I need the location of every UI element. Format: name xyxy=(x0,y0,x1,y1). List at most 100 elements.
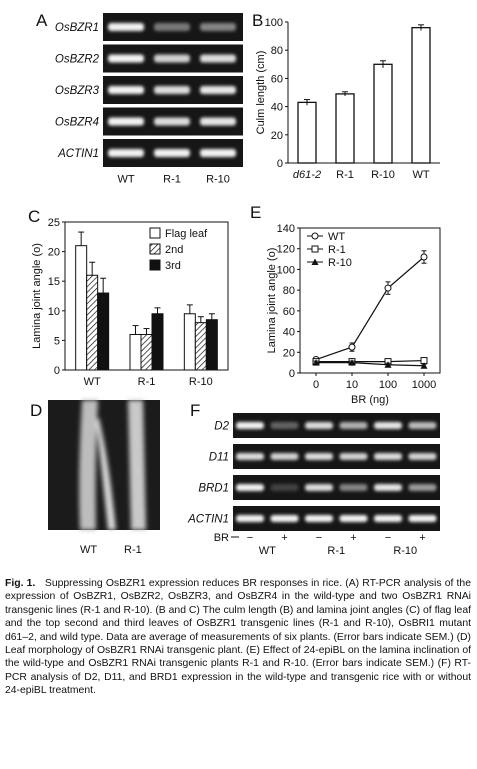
photo-label-wt: WT xyxy=(80,544,97,556)
x-tick-label: R-1 xyxy=(138,376,156,388)
gel-a-gene-label: OsBZR1 xyxy=(55,22,99,34)
legend-marker xyxy=(311,258,319,265)
y-tick-label: 40 xyxy=(271,102,283,114)
bar-wt xyxy=(411,26,431,164)
gel-band xyxy=(154,117,190,126)
legend-swatch xyxy=(149,259,161,271)
legend-label: WT xyxy=(328,231,345,243)
gel-a-gene-label: OsBZR2 xyxy=(55,54,100,66)
gel-f-row-brd1 xyxy=(233,475,440,500)
x-tick-label: R-1 xyxy=(336,169,354,181)
panel-label-a: A xyxy=(36,11,48,30)
data-point xyxy=(420,253,428,261)
chart-c-lamina-angle: 0 5 10 15 20 25 WT R-1 R-10 Flag leaf 2nd 3rd Lamina… xyxy=(31,217,229,388)
gel-f-gene-label: BRD1 xyxy=(198,483,229,495)
gel-band xyxy=(200,149,236,157)
gel-band xyxy=(305,422,333,429)
gel-band xyxy=(339,484,368,491)
gel-band xyxy=(270,422,299,429)
gel-band xyxy=(305,453,333,460)
data-point xyxy=(420,362,428,369)
bar-r-1-1 xyxy=(140,333,153,371)
gel-band xyxy=(374,422,402,429)
treatment-sign: + xyxy=(281,532,287,544)
y-tick-label: 100 xyxy=(265,17,283,29)
gel-band xyxy=(236,484,264,491)
gel-band xyxy=(408,515,437,522)
bar-wt-2 xyxy=(97,292,110,371)
gel-band xyxy=(236,422,264,429)
panel-label-d: D xyxy=(30,401,42,420)
y-tick-label: 0 xyxy=(277,158,283,170)
x-tick-label: R-10 xyxy=(189,376,213,388)
gel-f-group-label: R-10 xyxy=(393,545,417,557)
y-axis-label: Lamina joint angle (o) xyxy=(31,243,43,349)
bar-r-1-0 xyxy=(129,333,142,371)
gel-panel-a: OsBZR1 OsBZR2 OsBZR3 OsBZR4 ACTIN1 WT R-1 R-10 xyxy=(55,13,243,186)
gel-f-gene-label: ACTIN1 xyxy=(187,514,229,526)
legend-label: 2nd xyxy=(165,244,183,256)
gel-a-gene-label: ACTIN1 xyxy=(57,148,99,160)
panel-label-f: F xyxy=(190,401,200,420)
gel-band xyxy=(154,149,190,157)
gel-band xyxy=(236,453,264,460)
bar-r-10-2 xyxy=(205,319,218,371)
panel-label-b: B xyxy=(252,11,263,30)
y-tick-label: 60 xyxy=(283,306,295,318)
gel-band xyxy=(408,453,437,460)
gel-band xyxy=(200,54,236,63)
x-tick-label: 100 xyxy=(379,379,397,391)
series-line-r-10 xyxy=(316,362,425,367)
y-tick-label: 20 xyxy=(283,347,295,359)
gel-a-lane-label: R-1 xyxy=(163,174,181,186)
figure-canvas: A B C E D F OsBZR1 OsBZR2 OsBZR3 OsBZR4 ACTI… xyxy=(28,11,441,557)
gel-band xyxy=(154,23,190,31)
gel-band xyxy=(305,515,333,522)
y-tick-label: 0 xyxy=(54,365,60,377)
chart-e-br-response: 0 20 40 60 80 100 120 140 0 10 100 1000 BR (ng) Lamin… xyxy=(266,223,441,406)
figure-caption: Fig. 1. Suppressing OsBZR1 expression re… xyxy=(5,577,471,698)
r1-leaf xyxy=(128,400,146,530)
gel-band xyxy=(154,86,190,94)
y-axis-label: Culm length (cm) xyxy=(255,51,267,135)
x-tick-label: 0 xyxy=(313,379,319,391)
legend-marker xyxy=(311,232,319,240)
gel-band xyxy=(200,23,236,31)
treatment-sign: − xyxy=(316,532,322,544)
gel-band xyxy=(270,484,299,491)
gel-f-row-d2 xyxy=(233,413,440,438)
data-point xyxy=(384,361,392,368)
gel-band xyxy=(374,453,402,460)
legend-label: R-10 xyxy=(328,257,352,269)
y-tick-label: 140 xyxy=(277,223,295,235)
gel-band xyxy=(374,515,402,522)
bar-r-10 xyxy=(373,63,393,164)
photo-label-r1: R-1 xyxy=(124,544,142,556)
figure: A B C E D F OsBZR1 OsBZR2 OsBZR3 OsBZR4 ACTI… xyxy=(28,11,441,557)
y-tick-label: 0 xyxy=(289,368,295,380)
y-tick-label: 100 xyxy=(277,264,295,276)
legend-swatch xyxy=(149,243,161,255)
legend-label: 3rd xyxy=(165,260,181,272)
gel-band xyxy=(108,54,144,63)
y-tick-label: 40 xyxy=(283,327,295,339)
legend-marker xyxy=(311,245,319,253)
y-tick-label: 15 xyxy=(48,276,60,288)
bar-r-1 xyxy=(335,93,355,164)
plot-frame xyxy=(299,227,441,374)
wt-leaf-sheath xyxy=(79,400,98,530)
gel-f-gene-label: D11 xyxy=(209,452,229,464)
gel-f-row-d11 xyxy=(233,444,440,469)
wt-leaf-blade xyxy=(96,418,116,530)
y-tick-label: 20 xyxy=(271,130,283,142)
gel-band xyxy=(200,86,236,94)
treatment-sign: + xyxy=(419,532,425,544)
gel-band xyxy=(270,453,299,460)
gel-band xyxy=(236,515,264,522)
gel-f-group-label: WT xyxy=(259,545,276,557)
gel-band xyxy=(374,484,402,491)
gel-band xyxy=(108,86,144,94)
gel-a-lane-label: WT xyxy=(117,174,134,186)
legend-label: Flag leaf xyxy=(165,228,208,240)
gel-band xyxy=(408,484,437,491)
